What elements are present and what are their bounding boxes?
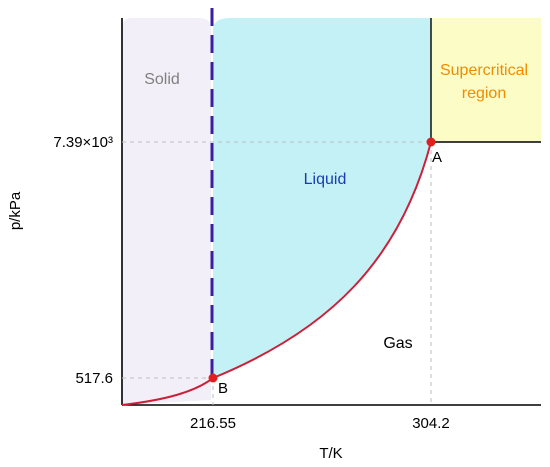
- triple-point-label: B: [218, 380, 228, 397]
- y-tick-critical-pressure: 7.39×10³: [53, 134, 113, 151]
- solid-label: Solid: [144, 71, 180, 88]
- gas-label: Gas: [383, 335, 412, 352]
- x-tick-critical-temperature: 304.2: [412, 415, 450, 432]
- supercritical-region: [431, 18, 541, 142]
- solid-region: [122, 18, 211, 405]
- critical-point-label: A: [432, 149, 442, 166]
- supercritical-label-line2: region: [462, 85, 506, 102]
- sublimation-curve: [121, 377, 214, 406]
- liquid-region: [213, 18, 431, 378]
- supercritical-label-line1: Supercritical: [440, 62, 528, 79]
- x-axis-label: T/K: [319, 445, 342, 462]
- critical-point-marker: [426, 137, 436, 147]
- vaporization-curve: [212, 141, 432, 379]
- y-tick-triple-pressure: 517.6: [75, 370, 113, 387]
- triple-point-marker: [208, 373, 218, 383]
- y-axis-label: p/kPa: [7, 191, 24, 230]
- guide-lines: [122, 141, 432, 405]
- x-tick-triple-temperature: 216.55: [190, 415, 236, 432]
- liquid-label: Liquid: [304, 171, 347, 188]
